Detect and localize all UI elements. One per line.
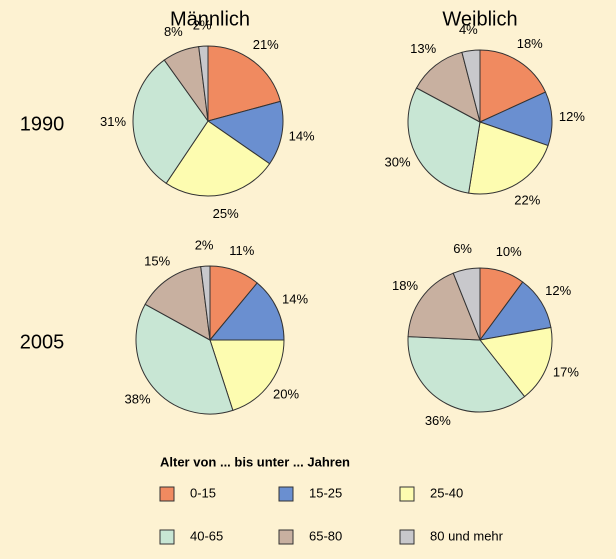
value-label: 10%	[496, 244, 522, 259]
legend-swatch	[159, 486, 175, 502]
value-label: 18%	[392, 278, 418, 293]
pie-slice	[132, 59, 209, 184]
value-label: 12%	[545, 283, 571, 298]
value-label: 15%	[144, 254, 170, 269]
pie-slice	[208, 282, 285, 341]
column-title: Weiblich	[442, 8, 517, 30]
value-label: 17%	[553, 364, 579, 379]
value-label: 14%	[282, 291, 308, 306]
pie-slice	[206, 100, 284, 165]
value-label: 21%	[253, 37, 279, 52]
pie-slice	[135, 303, 234, 415]
legend-label: 80 und mehr	[430, 528, 504, 543]
pie-slice	[452, 267, 481, 341]
pie-slice	[479, 326, 553, 398]
legend-label: 25-40	[430, 485, 463, 500]
legend-swatch	[159, 529, 175, 545]
pie-slice	[207, 45, 282, 122]
value-label: 6%	[453, 241, 472, 256]
value-label: 2%	[195, 238, 214, 253]
pie-slice	[407, 272, 481, 341]
value-label: 11%	[229, 243, 254, 258]
legend-swatch	[399, 529, 415, 545]
legend-swatch	[278, 529, 294, 545]
value-label: 12%	[559, 109, 585, 124]
legend-label: 65-80	[309, 528, 342, 543]
value-label: 14%	[289, 129, 315, 144]
value-label: 13%	[410, 41, 436, 56]
row-title: 2005	[20, 331, 65, 353]
pie-slice	[200, 265, 211, 341]
value-label: 25%	[213, 206, 239, 221]
value-label: 2%	[193, 18, 212, 33]
value-label: 30%	[385, 154, 411, 169]
pie-slice	[479, 49, 547, 123]
legend-label: 15-25	[309, 485, 342, 500]
value-label: 20%	[273, 387, 299, 402]
column-title: Männlich	[170, 8, 250, 30]
pie-slice	[407, 336, 526, 413]
legend-title: Alter von ... bis unter ... Jahren	[160, 454, 350, 469]
row-title: 1990	[20, 113, 65, 135]
value-label: 36%	[425, 413, 451, 428]
legend-swatch	[399, 486, 415, 502]
value-label: 38%	[125, 391, 151, 406]
value-label: 22%	[514, 192, 540, 207]
pie-slice	[415, 51, 481, 123]
pie-slice	[468, 121, 549, 195]
pie-slice	[461, 49, 481, 123]
value-label: 18%	[517, 36, 543, 51]
pie-slice	[165, 120, 271, 197]
legend-label: 40-65	[190, 528, 223, 543]
value-label: 4%	[459, 22, 478, 37]
pie-slice	[209, 339, 285, 412]
pie-slice	[407, 87, 481, 194]
pie-slice	[198, 45, 209, 122]
legend-label: 0-15	[190, 485, 216, 500]
value-label: 8%	[164, 24, 183, 39]
value-label: 31%	[100, 114, 126, 129]
pie-slice	[144, 266, 211, 341]
legend-swatch	[278, 486, 294, 502]
